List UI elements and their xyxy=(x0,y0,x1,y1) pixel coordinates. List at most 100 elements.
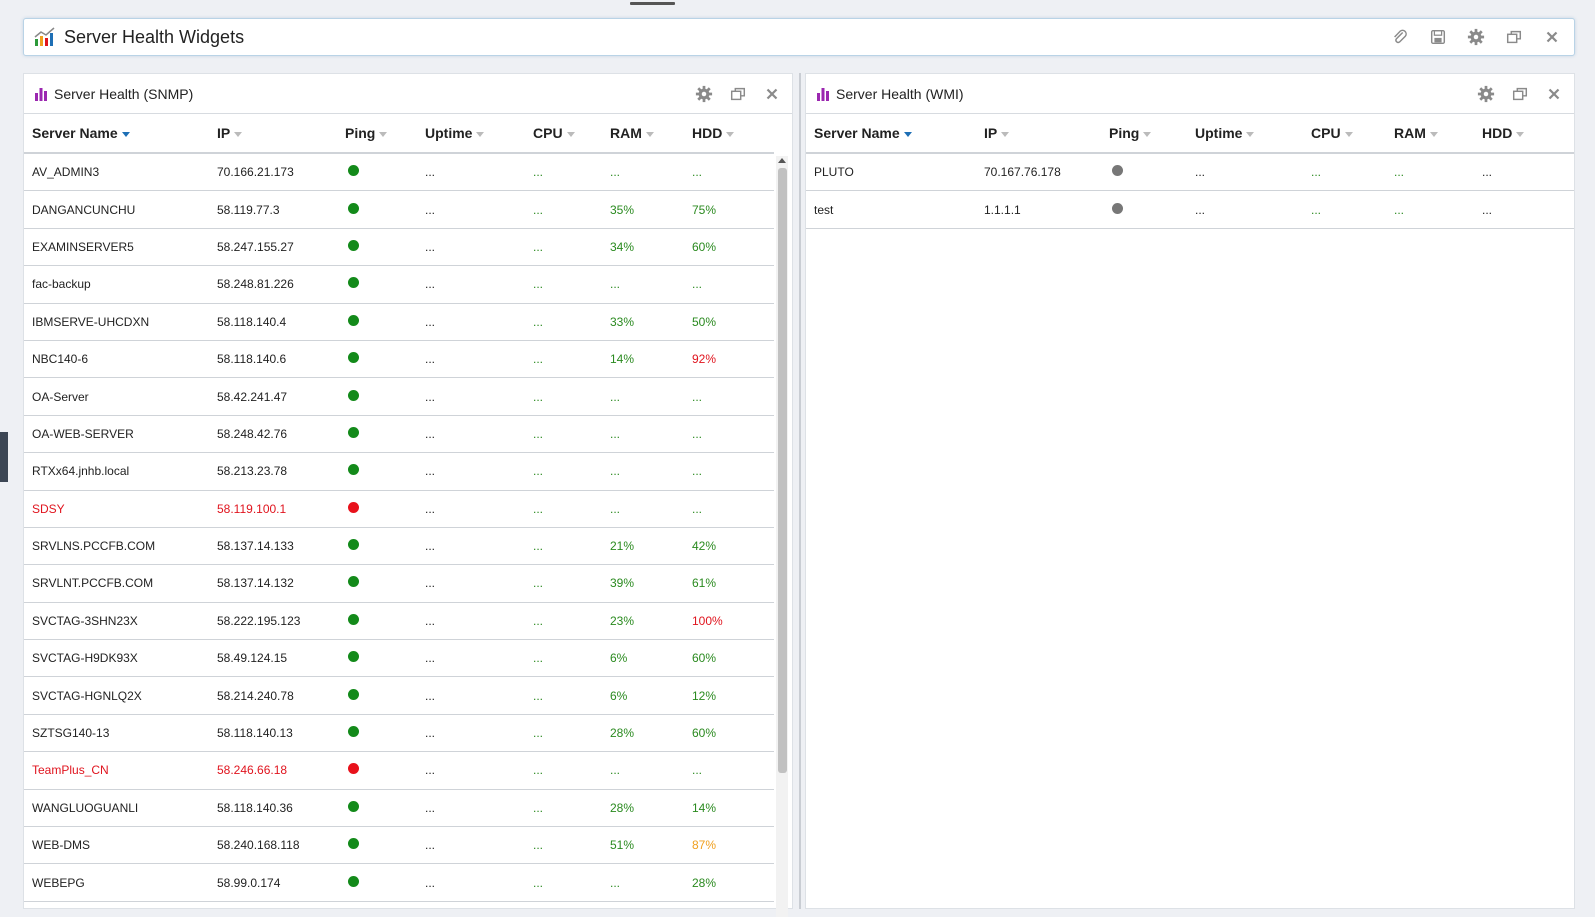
column-header-uptime[interactable]: Uptime xyxy=(417,125,525,141)
cell-ip: 58.119.100.1 xyxy=(217,501,287,516)
cell-uptime: ... xyxy=(425,613,436,628)
sort-caret-icon[interactable] xyxy=(121,131,130,137)
restore-icon[interactable] xyxy=(1504,27,1524,47)
sort-caret-icon[interactable] xyxy=(1516,131,1525,137)
table-row[interactable]: EXAMINSERVER5 58.247.155.27...... 34% 60% xyxy=(24,229,774,267)
sort-caret-icon[interactable] xyxy=(1143,131,1152,137)
sort-caret-icon[interactable] xyxy=(1344,131,1353,137)
column-header-cpu[interactable]: CPU xyxy=(1303,125,1386,141)
sort-caret-icon[interactable] xyxy=(1246,131,1255,137)
column-header-ram[interactable]: RAM xyxy=(602,125,684,141)
scroll-thumb[interactable] xyxy=(778,168,787,773)
sort-caret-icon[interactable] xyxy=(379,131,388,137)
column-header-label: CPU xyxy=(1311,125,1341,141)
gear-icon[interactable] xyxy=(694,84,714,104)
sort-caret-icon[interactable] xyxy=(903,131,912,137)
column-header-ping[interactable]: Ping xyxy=(337,125,417,141)
snmp-widget-actions xyxy=(694,84,782,104)
table-row[interactable]: SVCTAG-HGNLQ2X 58.214.240.78...... 6% 12% xyxy=(24,677,774,715)
sort-caret-icon[interactable] xyxy=(476,131,485,137)
sort-caret-icon[interactable] xyxy=(726,131,735,137)
table-row[interactable]: test 1.1.1.1............ xyxy=(806,191,1574,229)
window-grab-handle[interactable] xyxy=(630,2,675,5)
cell-name: TeamPlus_CN xyxy=(32,763,109,778)
table-row[interactable]: SRVLNS.PCCFB.COM 58.137.14.133...... 21% 42… xyxy=(24,528,774,566)
sort-caret-icon[interactable] xyxy=(1001,131,1010,137)
wmi-grid: Server Name IP Ping Uptime CPU RAM HDD PLUTO 70… xyxy=(806,114,1574,229)
sort-caret-icon[interactable] xyxy=(566,131,575,137)
column-header-ip[interactable]: IP xyxy=(209,125,337,141)
column-header-hdd[interactable]: HDD xyxy=(684,125,766,141)
column-header-ram[interactable]: RAM xyxy=(1386,125,1474,141)
cell-hdd: 61% xyxy=(692,576,717,591)
column-header-label: Server Name xyxy=(814,125,900,141)
cell-uptime: ... xyxy=(425,838,436,853)
table-row[interactable]: SVCTAG-H9DK93X 58.49.124.15...... 6% 60% xyxy=(24,640,774,678)
cell-ip: 58.42.241.47 xyxy=(217,389,288,404)
cell-ram: ... xyxy=(610,875,621,890)
save-icon[interactable] xyxy=(1428,27,1448,47)
cell-hdd: 60% xyxy=(692,651,717,666)
widget-group-header: Server Health Widgets xyxy=(23,18,1575,56)
cell-uptime: ... xyxy=(425,426,436,441)
close-icon[interactable] xyxy=(1544,84,1564,104)
table-row[interactable]: IBMSERVE-UHCDXN 58.118.140.4...... 33% 50% xyxy=(24,304,774,341)
close-icon[interactable] xyxy=(762,84,782,104)
table-row[interactable]: OA-WEB-SERVER 58.248.42.76............ xyxy=(24,416,774,454)
cell-ram: ... xyxy=(610,277,621,292)
table-row[interactable]: DANGANCUNCHU 58.119.77.3...... 35% 75% xyxy=(24,191,774,229)
table-row[interactable]: SRVLNT.PCCFB.COM 58.137.14.132...... 39% 61… xyxy=(24,565,774,603)
ping-status-icon xyxy=(348,838,359,850)
cell-ip: 70.167.76.178 xyxy=(984,165,1061,180)
cell-ram: 6% xyxy=(610,651,628,666)
column-header-hdd[interactable]: HDD xyxy=(1474,125,1559,141)
ping-cell xyxy=(1101,202,1187,217)
gear-icon[interactable] xyxy=(1466,27,1486,47)
restore-icon[interactable] xyxy=(1510,84,1530,104)
sort-caret-icon[interactable] xyxy=(645,131,654,137)
cell-hdd: ... xyxy=(1482,165,1493,180)
table-row[interactable]: WEB-DMS 58.240.168.118...... 51% 87% xyxy=(24,827,774,865)
table-row[interactable]: WEBEPG 58.99.0.174......... 28% xyxy=(24,864,774,902)
column-header-cpu[interactable]: CPU xyxy=(525,125,602,141)
cell-ram: 51% xyxy=(610,838,635,853)
cell-name: IBMSERVE-UHCDXN xyxy=(32,314,150,329)
scroll-up-icon[interactable] xyxy=(778,158,786,163)
cell-ip: 58.99.0.174 xyxy=(217,875,281,890)
paperclip-icon[interactable] xyxy=(1390,27,1410,47)
sort-caret-icon[interactable] xyxy=(1429,131,1438,137)
cell-ram: ... xyxy=(610,501,621,516)
table-row[interactable]: TeamPlus_CN 58.246.66.18............ xyxy=(24,752,774,790)
side-drawer-handle[interactable] xyxy=(0,432,8,482)
table-row[interactable]: PLUTO 70.167.76.178............ xyxy=(806,154,1574,192)
table-row[interactable]: RTXx64.jnhb.local 58.213.23.78...........… xyxy=(24,453,774,491)
column-header-uptime[interactable]: Uptime xyxy=(1187,125,1303,141)
snmp-grid: Server Name IP Ping Uptime CPU RAM HDD AV_ADMI… xyxy=(24,114,792,917)
column-header-ip[interactable]: IP xyxy=(976,125,1101,141)
cell-ram: 28% xyxy=(610,800,635,815)
column-header-ping[interactable]: Ping xyxy=(1101,125,1187,141)
ping-status-icon xyxy=(348,651,359,663)
gear-icon[interactable] xyxy=(1476,84,1496,104)
snmp-scrollbar[interactable] xyxy=(776,156,788,917)
table-row[interactable]: SVCTAG-3SHN23X 58.222.195.123...... 23% 100… xyxy=(24,603,774,641)
table-row[interactable]: fac-backup 58.248.81.226............ xyxy=(24,266,774,304)
table-row[interactable]: SDSY 58.119.100.1............ xyxy=(24,491,774,528)
ping-cell xyxy=(337,613,417,628)
table-row[interactable]: SZTSG140-13 58.118.140.13...... 28% 60% xyxy=(24,715,774,753)
column-header-label: Uptime xyxy=(1195,125,1243,141)
column-header-name[interactable]: Server Name xyxy=(24,125,209,141)
ping-cell xyxy=(337,688,417,703)
table-row[interactable]: OA-Server 58.42.241.47............ xyxy=(24,378,774,416)
close-icon[interactable] xyxy=(1542,27,1562,47)
cell-hdd: ... xyxy=(1482,202,1493,217)
table-row[interactable]: WANGLUOGUANLI 58.118.140.36...... 28% 14% xyxy=(24,790,774,828)
cell-ip: 70.166.21.173 xyxy=(217,165,294,180)
restore-icon[interactable] xyxy=(728,84,748,104)
cell-uptime: ... xyxy=(425,763,436,778)
column-header-name[interactable]: Server Name xyxy=(806,125,976,141)
cell-name: SRVLNT.PCCFB.COM xyxy=(32,576,154,591)
sort-caret-icon[interactable] xyxy=(234,131,243,137)
table-row[interactable]: NBC140-6 58.118.140.6...... 14% 92% xyxy=(24,341,774,379)
table-row[interactable]: AV_ADMIN3 70.166.21.173............ xyxy=(24,154,774,192)
